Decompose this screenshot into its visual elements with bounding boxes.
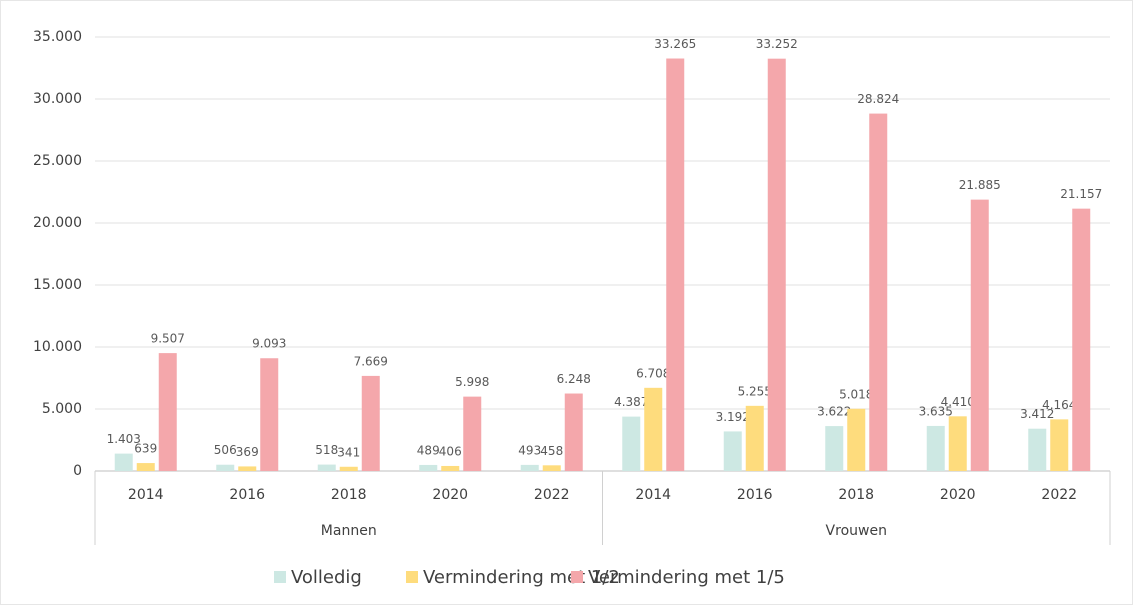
value-label: 369 bbox=[236, 445, 259, 459]
bar bbox=[1028, 428, 1047, 471]
legend-label: Vermindering met 1/5 bbox=[588, 567, 785, 588]
bar bbox=[926, 425, 945, 471]
x-tick-label: 2018 bbox=[331, 487, 367, 503]
bar bbox=[441, 465, 460, 471]
bar bbox=[869, 113, 888, 471]
bar bbox=[542, 465, 561, 471]
x-tick-label: 2016 bbox=[737, 487, 773, 503]
bar bbox=[948, 416, 967, 471]
y-tick-label: 35.000 bbox=[33, 29, 82, 45]
bar bbox=[767, 58, 786, 471]
value-label: 493 bbox=[518, 443, 541, 457]
bar bbox=[520, 464, 539, 471]
value-label: 4.410 bbox=[941, 395, 975, 409]
x-tick-label: 2020 bbox=[940, 487, 976, 503]
value-label: 1.403 bbox=[107, 432, 141, 446]
bar bbox=[114, 453, 133, 471]
value-label: 6.708 bbox=[636, 366, 670, 380]
legend-swatch bbox=[571, 571, 583, 583]
value-label: 33.252 bbox=[756, 37, 798, 51]
value-label: 9.093 bbox=[252, 337, 286, 351]
value-label: 3.635 bbox=[919, 404, 953, 418]
value-label: 4.387 bbox=[614, 395, 648, 409]
y-tick-label: 15.000 bbox=[33, 277, 82, 293]
bar bbox=[463, 396, 482, 471]
value-label: 406 bbox=[439, 444, 462, 458]
value-label: 5.998 bbox=[455, 375, 489, 389]
y-tick-label: 20.000 bbox=[33, 215, 82, 231]
y-tick-label: 10.000 bbox=[33, 339, 82, 355]
value-label: 33.265 bbox=[654, 37, 696, 51]
bar bbox=[136, 463, 155, 471]
legend-swatch bbox=[274, 571, 286, 583]
value-label: 3.192 bbox=[716, 410, 750, 424]
y-tick-label: 25.000 bbox=[33, 153, 82, 169]
y-tick-label: 0 bbox=[73, 463, 82, 479]
bar bbox=[666, 58, 685, 471]
x-tick-label: 2022 bbox=[1041, 487, 1077, 503]
bar bbox=[1072, 208, 1091, 471]
x-tick-label: 2016 bbox=[229, 487, 265, 503]
bar bbox=[317, 464, 336, 471]
x-tick-label: 2018 bbox=[838, 487, 874, 503]
bar bbox=[158, 353, 177, 471]
bar bbox=[238, 466, 257, 471]
value-label: 3.412 bbox=[1020, 407, 1054, 421]
bar bbox=[970, 199, 989, 471]
bar bbox=[723, 431, 742, 471]
y-tick-label: 5.000 bbox=[42, 401, 82, 417]
x-tick-label: 2020 bbox=[432, 487, 468, 503]
group-label: Vrouwen bbox=[826, 523, 887, 539]
bar bbox=[622, 416, 641, 471]
value-label: 506 bbox=[214, 443, 237, 457]
bar bbox=[825, 426, 844, 471]
x-tick-label: 2014 bbox=[128, 487, 164, 503]
value-label: 5.255 bbox=[738, 384, 772, 398]
value-label: 341 bbox=[337, 445, 360, 459]
legend-swatch bbox=[406, 571, 418, 583]
bar bbox=[216, 464, 235, 471]
value-label: 3.622 bbox=[817, 405, 851, 419]
value-label: 489 bbox=[417, 443, 440, 457]
value-label: 7.669 bbox=[354, 354, 388, 368]
bar bbox=[361, 375, 380, 471]
value-label: 5.018 bbox=[839, 387, 873, 401]
value-label: 639 bbox=[134, 442, 157, 456]
bar bbox=[564, 393, 583, 471]
value-label: 4.164 bbox=[1042, 398, 1076, 412]
x-tick-label: 2022 bbox=[534, 487, 570, 503]
bar bbox=[644, 387, 663, 471]
value-label: 518 bbox=[315, 443, 338, 457]
y-tick-label: 30.000 bbox=[33, 91, 82, 107]
legend-label: Volledig bbox=[291, 567, 362, 588]
value-label: 6.248 bbox=[557, 372, 591, 386]
bar bbox=[745, 405, 764, 471]
value-label: 9.507 bbox=[151, 332, 185, 346]
value-label: 458 bbox=[540, 444, 563, 458]
value-label: 28.824 bbox=[857, 92, 899, 106]
value-label: 21.157 bbox=[1060, 187, 1102, 201]
legend-label: Vermindering met 1/2 bbox=[423, 567, 620, 588]
value-label: 21.885 bbox=[959, 178, 1001, 192]
bar bbox=[419, 464, 438, 471]
bar bbox=[847, 408, 866, 471]
group-label: Mannen bbox=[321, 523, 377, 539]
bar bbox=[1050, 419, 1069, 471]
bar bbox=[260, 358, 279, 471]
bar bbox=[339, 466, 358, 471]
x-tick-label: 2014 bbox=[635, 487, 671, 503]
